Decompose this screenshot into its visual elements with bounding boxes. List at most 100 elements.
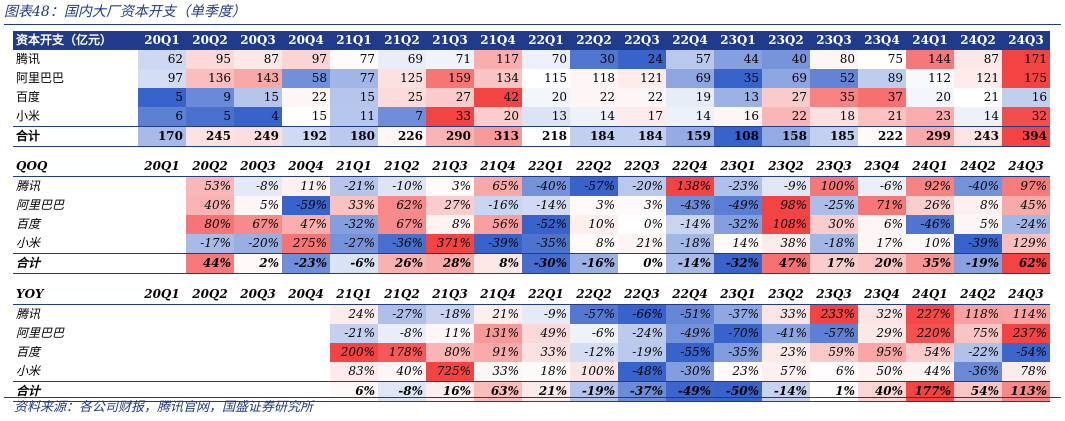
quarter-header: 20Q4 [282,31,330,50]
table-row: 腾讯 62 95 87 97 77 69 71 117 70 30 24 57 44 40 80 75 144 87… [13,50,1050,69]
value-cell: 97% [1002,176,1050,196]
total-cell: 180 [330,126,378,147]
value-cell [138,362,186,382]
quarter-header: 23Q1 [714,157,762,177]
total-cell: 299 [906,126,954,147]
total-cell: 20% [858,253,906,274]
value-cell: -57% [570,304,618,324]
total-cell: 63% [474,381,522,402]
total-cell: -49% [666,381,714,402]
total-cell: 40% [858,381,906,402]
row-label: 腾讯 [16,307,41,321]
value-cell: 40 [762,50,810,69]
total-cell: 26% [378,253,426,274]
value-cell: -25% [810,196,858,215]
value-cell: 175 [1002,69,1050,88]
value-cell [138,343,186,362]
value-cell: 5% [954,215,1002,234]
value-cell: 97 [282,50,330,69]
value-cell: 23% [762,343,810,362]
value-cell: 50% [858,362,906,382]
value-cell [234,305,282,325]
quarter-header: 23Q4 [858,31,906,50]
value-cell: 71 [426,50,474,69]
value-cell: 14 [666,107,714,127]
value-cell: -27% [330,234,378,254]
title-rule [4,24,1061,25]
value-cell: 75% [954,324,1002,343]
capex-table: 资本开支（亿元） 20Q1 20Q2 20Q3 20Q4 21Q1 21Q2 21Q3 21Q4… [13,31,1050,147]
row-label: 小米 [16,109,41,123]
value-cell: -8% [234,176,282,196]
value-cell: 77 [330,69,378,88]
total-cell: 17% [810,253,858,274]
table-row: 腾讯 24% -27% -18% 21% -9% -57% -66% -51% -37% 33% 23… [13,304,1050,325]
value-cell: 3% [570,196,618,215]
value-cell: 32 [1002,107,1050,127]
quarter-header: 20Q3 [234,157,282,177]
value-cell: 27 [426,88,474,107]
quarter-header: 24Q2 [954,285,1002,305]
value-cell: 87 [234,50,282,69]
quarter-header: 20Q1 [138,285,186,305]
quarter-header: 21Q1 [330,31,378,50]
value-cell: -36% [378,234,426,254]
value-cell: 89 [858,69,906,88]
quarter-header: 22Q4 [666,285,714,305]
table-row: 阿里巴巴 40% 5% -59% 33% 62% 27% -16% -14% 3% 3% -43% -4… [13,196,1050,215]
total-cell: 243 [954,126,1002,147]
value-cell: 95% [858,343,906,362]
total-cell: -19% [954,253,1002,274]
total-cell: 6% [330,381,378,402]
total-cell: 184 [570,126,618,147]
value-cell: 59% [810,343,858,362]
value-cell: -18% [666,234,714,254]
value-cell: -22% [954,343,1002,362]
value-cell: 4 [234,107,282,127]
total-cell: 192 [282,126,330,147]
value-cell: 8% [426,215,474,234]
value-cell: -59% [282,196,330,215]
value-cell: 57 [666,50,714,69]
value-cell: 44% [906,362,954,382]
value-cell: -8% [378,324,426,343]
value-cell: 6% [810,362,858,382]
quarter-header: 23Q3 [810,31,858,50]
value-cell: 22 [762,107,810,127]
value-cell: 16 [714,107,762,127]
total-cell [186,381,234,402]
table-row: 百度 80% 67% 47% -32% 67% 8% 56% -52% 10% 0% -14% -32%… [13,215,1050,234]
value-cell: -24% [618,324,666,343]
total-cell: -19% [570,381,618,402]
value-cell: 129% [1002,234,1050,254]
value-cell: 275% [282,234,330,254]
value-cell: 8% [570,234,618,254]
value-cell: 30% [810,215,858,234]
quarter-header: 21Q3 [426,285,474,305]
value-cell: -36% [954,362,1002,382]
value-cell: 24% [330,304,378,324]
quarter-header: 24Q3 [1002,31,1050,50]
value-cell: 97 [138,69,186,88]
total-cell: 113% [1002,381,1050,402]
value-cell: 25 [378,88,426,107]
row-label: 百度 [16,217,41,231]
value-cell [234,343,282,362]
row-label: 小米 [16,236,41,250]
value-cell: 19 [666,88,714,107]
table-row: 小米 -17% -20% 275% -27% -36% 371% -39% -35% 8% 21% -… [13,234,1050,254]
total-cell: 313 [474,126,522,147]
value-cell: 30 [570,50,618,69]
value-cell: 371% [426,234,474,254]
value-cell: -14% [522,196,570,215]
value-cell: -12% [570,343,618,362]
quarter-header: 20Q1 [138,31,186,50]
value-cell: 11% [282,176,330,196]
value-cell: -48% [618,362,666,382]
quarter-header: 20Q3 [234,31,282,50]
quarter-header: 22Q4 [666,157,714,177]
quarter-header: 22Q3 [618,31,666,50]
quarter-header: 21Q3 [426,157,474,177]
total-cell: -14% [762,381,810,402]
value-cell: 5 [186,107,234,127]
